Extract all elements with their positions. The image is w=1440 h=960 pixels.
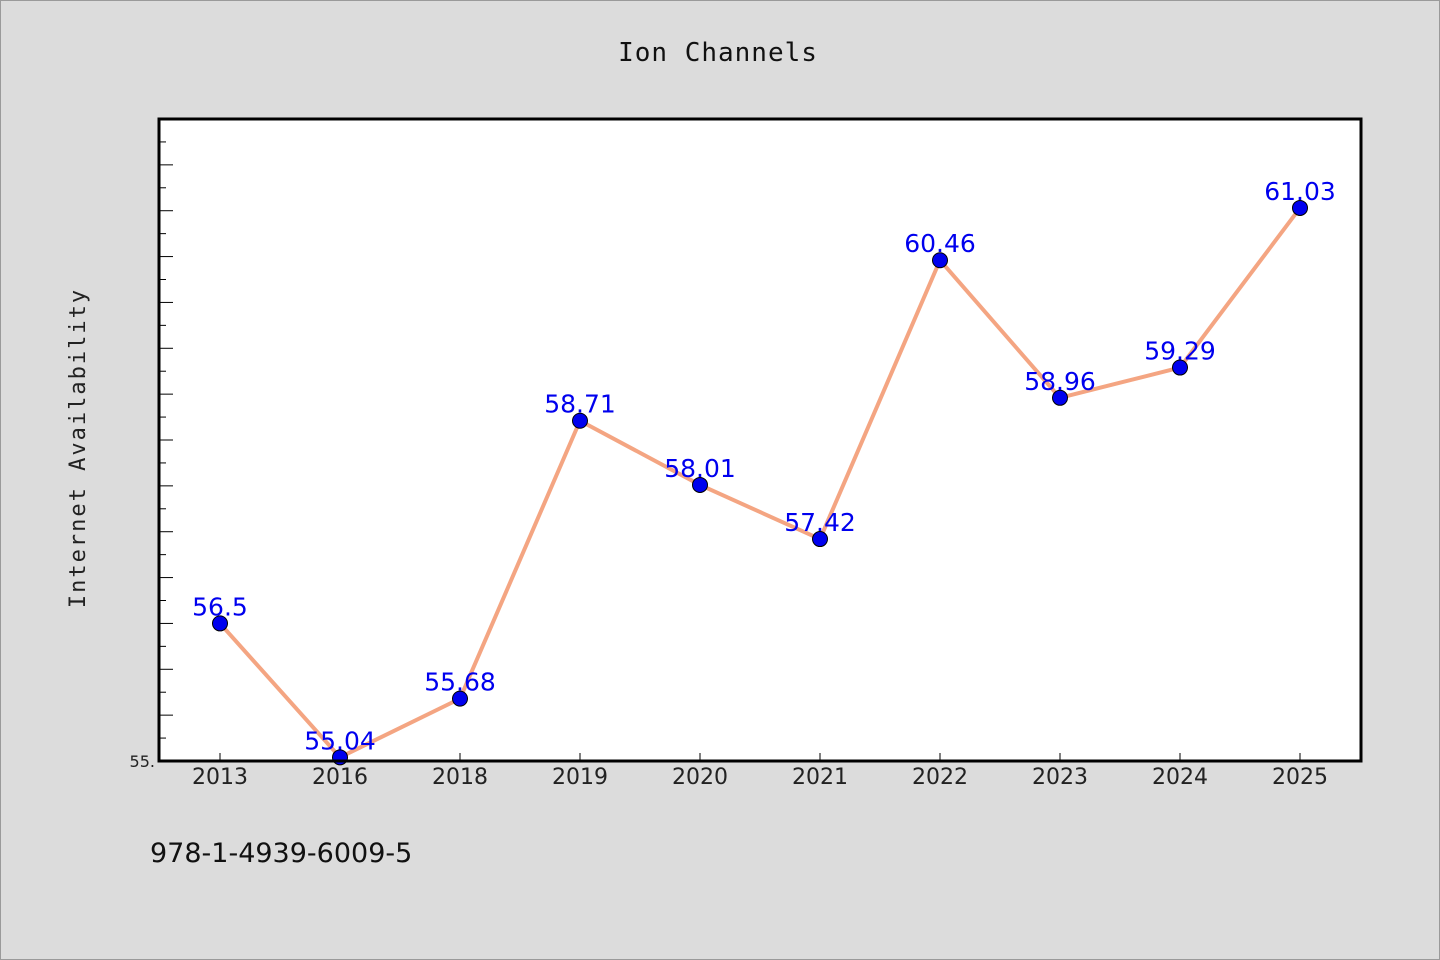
x-tick-label: 2024 — [1152, 765, 1208, 790]
data-label: 59.29 — [1144, 337, 1216, 366]
data-point-marker — [1052, 389, 1068, 406]
data-label: 61.03 — [1264, 177, 1336, 206]
data-label: 55.04 — [304, 726, 376, 755]
chart-title: Ion Channels — [618, 38, 818, 68]
x-tick-label: 2025 — [1272, 765, 1328, 790]
x-tick-label: 2016 — [312, 765, 368, 790]
data-label: 56.5 — [192, 592, 248, 621]
data-point-marker — [1292, 199, 1308, 216]
plot-frame — [157, 117, 1363, 763]
y-axis-label: Internet Availability — [66, 288, 91, 608]
plot-area — [159, 119, 1361, 761]
data-point-marker — [212, 615, 228, 632]
data-point-marker — [572, 412, 588, 429]
y-tick-label: 55. — [130, 752, 155, 771]
x-tick-label: 2018 — [432, 765, 488, 790]
data-label: 60.46 — [904, 229, 976, 258]
x-tick-label: 2023 — [1032, 765, 1088, 790]
data-point-marker — [1172, 359, 1188, 376]
data-label: 58.01 — [664, 454, 736, 483]
footnote-text: 978-1-4939-6009-5 — [150, 838, 412, 869]
y-tick-labels: 55. — [130, 752, 155, 771]
x-tick-label: 2020 — [672, 765, 728, 790]
data-label: 58.71 — [544, 390, 616, 419]
x-tick-label: 2013 — [192, 765, 248, 790]
series-line-layer — [218, 206, 1302, 760]
x-tick-label: 2021 — [792, 765, 848, 790]
data-label: 57.42 — [784, 508, 856, 537]
data-point-marker — [932, 252, 948, 269]
x-tick-labels: 2013 2016 2018 2019 2020 2021 2022 2023 2024 2025 — [192, 765, 1328, 790]
data-point-marker — [812, 531, 828, 548]
x-tick-label: 2019 — [552, 765, 608, 790]
data-label: 58.96 — [1024, 367, 1096, 396]
x-tick-label: 2022 — [912, 765, 968, 790]
data-label: 55.68 — [424, 668, 496, 697]
data-point-marker — [452, 690, 468, 707]
data-labels: 56.5 55.04 55.68 58.71 58.01 57.42 60.46 58.96 5… — [192, 177, 1336, 755]
series-line — [218, 206, 1302, 760]
data-point-marker — [692, 476, 708, 493]
